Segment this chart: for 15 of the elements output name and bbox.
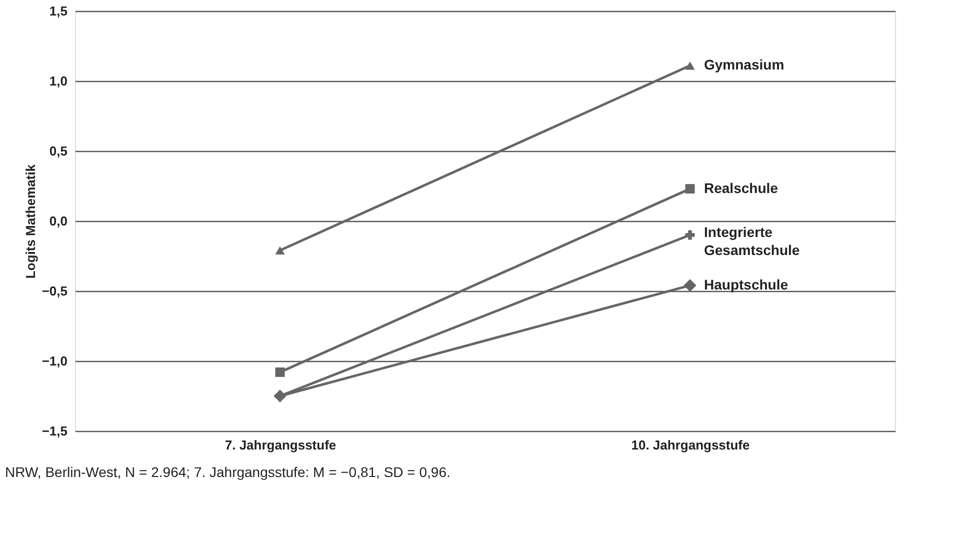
y-axis-title: Logits Mathematik [22,164,38,279]
y-tick-label: 1,0 [49,74,68,88]
x-tick-label: 10. Jahrgangsstufe [631,438,750,452]
series-label: Realschule [704,180,778,196]
series-label: Hauptschule [704,276,788,292]
series-label: Gymnasium [704,56,784,73]
y-tick-label: 0,0 [49,214,68,228]
y-tick-label: −1,5 [42,424,68,438]
text: NRW, Berlin-West, N = 2.964; 7. Jahrgangsstufe: M = −0,81, SD = 0,96. [5,464,450,480]
y-tick-label: −1,0 [42,354,68,368]
y-tick-label: −0,5 [42,284,68,298]
y-tick-label: 1,5 [49,4,68,18]
x-tick-label: 7. Jahrgangsstufe [224,438,336,452]
y-tick-label: 0,5 [49,144,68,158]
series-label: Integrierte Gesamtschule [704,224,800,258]
